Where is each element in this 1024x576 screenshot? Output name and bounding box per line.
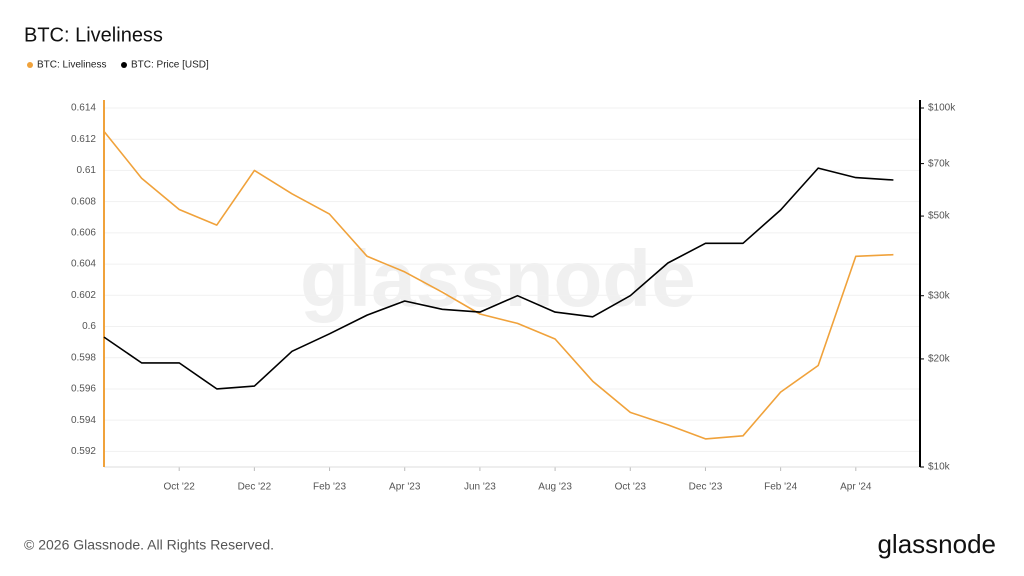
legend-label: BTC: Liveliness [37,60,106,71]
x-tick-label: Apr '24 [840,482,872,493]
x-tick-label: Jun '23 [464,482,496,493]
x-tick-label: Feb '23 [313,482,346,493]
y-tick-label: 0.608 [71,196,96,207]
brand-logo: glassnode [877,529,996,559]
y-tick-label: 0.6 [82,321,96,332]
x-tick-label: Apr '23 [389,482,421,493]
y-tick-label: 0.598 [71,352,96,363]
x-tick-label: Dec '23 [689,482,723,493]
x-tick-label: Dec '22 [238,482,272,493]
y-tick-label: 0.606 [71,228,96,239]
y2-tick-label: $30k [928,290,951,301]
y-tick-label: 0.596 [71,384,96,395]
y2-tick-label: $70k [928,158,951,169]
x-tick-label: Oct '23 [615,482,647,493]
y2-tick-label: $20k [928,354,951,365]
x-tick-label: Oct '22 [163,482,195,493]
legend-label: BTC: Price [USD] [131,60,209,71]
x-tick-label: Feb '24 [764,482,797,493]
y-tick-label: 0.614 [71,103,96,114]
y2-tick-label: $10k [928,462,951,473]
series-line [103,130,894,440]
copyright: © 2026 Glassnode. All Rights Reserved. [24,537,274,553]
y-tick-label: 0.612 [71,134,96,145]
y-tick-label: 0.602 [71,290,96,301]
legend-swatch [27,62,33,68]
y-tick-label: 0.592 [71,446,96,457]
watermark: glassnode [300,234,696,323]
y-tick-label: 0.594 [71,415,96,426]
y-tick-label: 0.604 [71,259,96,270]
x-tick-label: Aug '23 [538,482,572,493]
y2-tick-label: $50k [928,211,951,222]
series-line [103,167,894,390]
y-tick-label: 0.61 [77,165,97,176]
y2-tick-label: $100k [928,103,956,114]
legend-swatch [121,62,127,68]
chart-title: BTC: Liveliness [24,24,163,46]
